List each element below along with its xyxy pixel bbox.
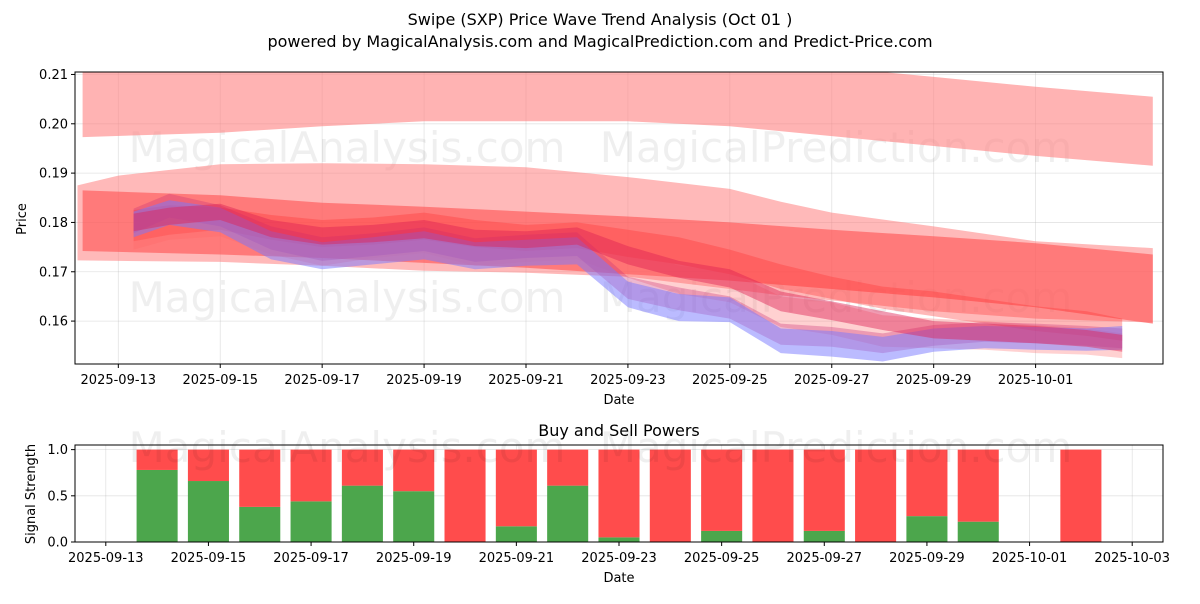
power-x-tick-label: 2025-09-25	[684, 551, 760, 566]
power-y-label: Signal Strength	[24, 444, 39, 544]
buy-bar	[290, 501, 332, 542]
price-plot-frame	[74, 71, 1164, 365]
sell-bar	[393, 449, 435, 492]
price-chart: MagicalAnalysis.com MagicalPrediction.co…	[15, 68, 1164, 408]
price-x-tick-label: 2025-09-15	[182, 373, 258, 388]
buy-bar	[393, 491, 435, 542]
sell-bar	[598, 449, 640, 538]
buy-bar	[136, 469, 178, 542]
sell-bar	[239, 449, 281, 507]
price-x-tick-label: 2025-09-25	[692, 373, 768, 388]
sell-bar	[701, 449, 743, 531]
price-x-tick-label: 2025-09-23	[590, 373, 666, 388]
power-x-axis: 2025-09-13 2025-09-15 2025-09-17 2025-09-19…	[68, 542, 1170, 566]
buy-bar	[598, 537, 640, 542]
sell-bar	[855, 449, 897, 542]
power-x-tick-label: 2025-09-19	[376, 551, 452, 566]
power-bars	[136, 449, 1102, 542]
core-wave-band	[82, 190, 1153, 324]
price-y-tick-label: 0.21	[39, 68, 68, 83]
buy-bar	[957, 521, 999, 542]
price-x-tick-label: 2025-09-17	[284, 373, 360, 388]
price-y-axis: 0.16 0.17 0.18 0.19 0.20 0.21	[39, 68, 75, 330]
price-x-label: Date	[603, 393, 634, 408]
price-y-label: Price	[15, 203, 30, 235]
power-y-tick-label: 1.0	[47, 443, 68, 458]
sell-bar	[1060, 449, 1102, 542]
price-x-tick-label: 2025-09-21	[488, 373, 564, 388]
buy-bar	[547, 485, 589, 542]
watermark-analysis-mid: MagicalAnalysis.com	[129, 273, 566, 322]
price-bands	[77, 72, 1153, 324]
sell-bar	[803, 449, 845, 531]
price-y-tick-label: 0.17	[39, 265, 68, 280]
buy-bar	[341, 485, 383, 542]
blue-wave-1	[133, 200, 1123, 362]
power-chart: Buy and Sell Powers MagicalAnalysis.com …	[24, 421, 1170, 586]
sell-bar	[547, 449, 589, 486]
buy-bar	[495, 526, 537, 542]
price-y-tick-label: 0.18	[39, 216, 68, 231]
buy-bar	[239, 506, 281, 542]
magenta-wave-1	[133, 203, 1123, 352]
price-y-tick-label: 0.16	[39, 315, 68, 330]
watermark-analysis-bottom: MagicalAnalysis.com	[129, 423, 566, 472]
power-x-tick-label: 2025-09-17	[273, 551, 349, 566]
buy-bar	[701, 530, 743, 542]
price-x-tick-label: 2025-10-01	[998, 373, 1074, 388]
sell-bar	[136, 449, 178, 470]
sell-bar	[649, 449, 691, 542]
power-y-tick-label: 0.5	[47, 489, 68, 504]
price-x-tick-label: 2025-09-27	[794, 373, 870, 388]
price-x-tick-label: 2025-09-29	[896, 373, 972, 388]
price-y-tick-label: 0.19	[39, 167, 68, 182]
sell-bar	[752, 449, 794, 542]
upper-wave-band	[82, 72, 1153, 166]
power-x-tick-label: 2025-09-13	[68, 551, 144, 566]
power-x-tick-label: 2025-10-01	[992, 551, 1068, 566]
price-y-tick-label: 0.20	[39, 117, 68, 132]
price-x-tick-label: 2025-09-13	[81, 373, 157, 388]
power-x-tick-label: 2025-09-15	[171, 551, 247, 566]
price-x-tick-label: 2025-09-19	[386, 373, 462, 388]
power-x-label: Date	[603, 571, 634, 586]
watermark-prediction-bottom: MagicalPrediction.com	[600, 423, 1073, 472]
chart-title-line2: powered by MagicalAnalysis.com and Magic…	[267, 32, 932, 51]
sell-bar	[957, 449, 999, 522]
power-chart-title: Buy and Sell Powers	[538, 421, 700, 440]
power-x-tick-label: 2025-09-27	[787, 551, 863, 566]
sell-bar	[444, 449, 486, 542]
power-x-tick-label: 2025-09-21	[479, 551, 555, 566]
sell-bar	[906, 449, 948, 517]
price-waves	[133, 193, 1123, 362]
sell-bar	[290, 449, 332, 502]
purple-wave-1	[133, 193, 1123, 354]
power-watermarks: MagicalAnalysis.com MagicalPrediction.co…	[129, 423, 1073, 472]
power-y-tick-label: 0.0	[47, 536, 68, 551]
buy-bar	[187, 481, 229, 542]
sell-bar	[495, 449, 537, 527]
sell-bar	[187, 449, 229, 482]
sell-bar	[341, 449, 383, 486]
power-x-tick-label: 2025-09-29	[889, 551, 965, 566]
power-x-tick-label: 2025-10-03	[1094, 551, 1170, 566]
chart-title-line1: Swipe (SXP) Price Wave Trend Analysis (O…	[408, 10, 793, 29]
price-x-axis: 2025-09-13 2025-09-15 2025-09-17 2025-09-19…	[81, 364, 1074, 388]
buy-bar	[803, 530, 845, 542]
power-y-axis: 0.0 0.5 1.0	[47, 443, 75, 551]
buy-bar	[906, 516, 948, 542]
power-x-tick-label: 2025-09-23	[581, 551, 657, 566]
